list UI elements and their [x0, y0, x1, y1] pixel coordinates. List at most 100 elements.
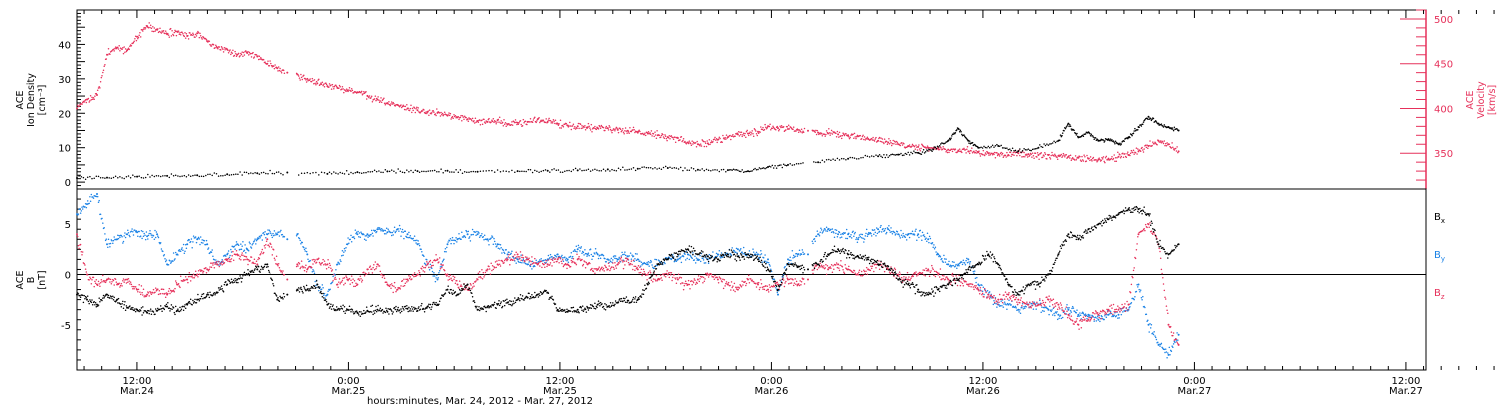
density-series-point: [262, 171, 265, 174]
velocity-series-point: [257, 58, 260, 61]
by-series-point: [438, 269, 441, 272]
by-series-point: [688, 258, 691, 261]
by-series-point: [525, 263, 527, 265]
bz-series-point: [515, 251, 517, 253]
density-series-point: [793, 164, 796, 166]
by-series-point: [564, 259, 567, 261]
velocity-series-point: [749, 131, 751, 133]
density-series-point: [423, 170, 425, 173]
velocity-series-point: [127, 47, 130, 50]
bz-series-point: [688, 283, 691, 286]
bz-series-point: [413, 272, 416, 274]
by-series-point: [876, 232, 879, 235]
by-series-point: [853, 235, 855, 237]
by-series-point: [698, 259, 701, 261]
by-series-point: [1022, 307, 1025, 310]
velocity-series-point: [639, 130, 641, 133]
velocity-series-point: [1049, 156, 1051, 159]
velocity-series-point: [1134, 152, 1137, 154]
velocity-series-point: [649, 132, 651, 134]
by-series-point: [938, 255, 940, 258]
bz-series-point: [202, 270, 205, 273]
by-series-point: [826, 230, 829, 232]
by-series-point: [1163, 348, 1166, 351]
by-series-point: [877, 228, 880, 231]
velocity-series-point: [276, 67, 279, 70]
by-series-point: [916, 239, 918, 242]
velocity-series-point: [1082, 160, 1085, 162]
density-series-point: [181, 175, 183, 177]
by-series-point: [251, 243, 253, 246]
velocity-series-point: [723, 138, 726, 140]
by-series-point: [1155, 338, 1158, 341]
density-series-point: [840, 157, 843, 160]
velocity-series-point: [138, 34, 140, 36]
by-series-point: [147, 238, 149, 240]
bz-series-point: [569, 265, 572, 268]
density-series-point: [1099, 139, 1102, 142]
density-series-point: [907, 151, 909, 154]
density-series-point: [256, 172, 259, 175]
velocity-series-point: [413, 107, 416, 109]
density-series-point: [540, 170, 542, 173]
by-series-point: [299, 239, 301, 242]
velocity-series-point: [864, 139, 867, 141]
velocity-series-point: [198, 36, 201, 39]
bz-series-point: [604, 264, 606, 267]
by-series-point: [496, 243, 499, 246]
velocity-series-point: [433, 111, 435, 113]
density-series-point: [1114, 142, 1116, 145]
bz-series-point: [675, 282, 678, 284]
bz-series-point: [276, 263, 279, 266]
velocity-series-point: [576, 127, 578, 130]
velocity-series-point: [1061, 156, 1063, 159]
velocity-series-point: [568, 125, 570, 127]
by-series-point: [498, 248, 501, 250]
by-series-point: [720, 257, 722, 259]
bz-series-point: [636, 268, 639, 271]
velocity-series-point: [788, 128, 791, 130]
bz-series-point: [321, 262, 324, 264]
by-series-point: [235, 241, 238, 243]
bz-series-point: [411, 278, 413, 280]
by-series-point: [343, 247, 346, 250]
velocity-series-point: [330, 84, 332, 86]
velocity-series-point: [496, 121, 498, 123]
density-series-point: [187, 174, 190, 176]
bz-series-point: [503, 262, 505, 264]
density-series-point: [177, 175, 179, 177]
velocity-series-point: [987, 152, 990, 155]
by-series-point: [424, 263, 427, 266]
bz-series-point: [447, 279, 449, 281]
bz-series-point: [367, 268, 369, 271]
by-series-point: [460, 238, 462, 240]
density-series-point: [384, 169, 387, 171]
by-series-point: [409, 234, 412, 237]
bz-series-point: [303, 269, 306, 272]
by-series-point: [776, 291, 779, 294]
velocity-series-point: [1021, 151, 1024, 153]
bz-series-point: [584, 261, 586, 263]
density-series-point: [363, 172, 365, 174]
bz-series-point: [514, 254, 516, 256]
velocity-series-point: [439, 115, 442, 117]
density-series-point: [751, 170, 753, 172]
velocity-series-point: [201, 38, 203, 40]
velocity-series-point: [160, 32, 163, 34]
bz-series-point: [902, 278, 904, 280]
by-series-point: [152, 234, 155, 237]
density-series-point: [636, 167, 639, 170]
density-series-point: [611, 168, 613, 171]
velocity-series-point: [766, 127, 769, 129]
by-series-point: [924, 238, 927, 241]
velocity-series-point: [171, 30, 173, 32]
density-series-point: [624, 169, 626, 171]
bz-series-point: [94, 280, 96, 283]
bz-series-point: [372, 266, 374, 269]
by-series-point: [239, 248, 241, 251]
bz-series-point: [80, 250, 83, 253]
bz-series-point: [330, 270, 333, 272]
bz-series-point: [666, 273, 669, 276]
density-series-point: [1039, 144, 1041, 146]
bz-series-point: [665, 272, 668, 275]
